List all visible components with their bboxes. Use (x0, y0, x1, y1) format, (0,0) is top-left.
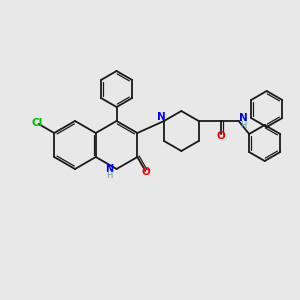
Text: O: O (216, 131, 225, 141)
Text: Cl: Cl (31, 118, 42, 128)
Text: N: N (106, 164, 114, 174)
Text: H: H (241, 122, 247, 130)
Text: H: H (106, 172, 113, 181)
Text: O: O (142, 167, 151, 177)
Text: N: N (239, 113, 248, 123)
Text: N: N (157, 112, 165, 122)
